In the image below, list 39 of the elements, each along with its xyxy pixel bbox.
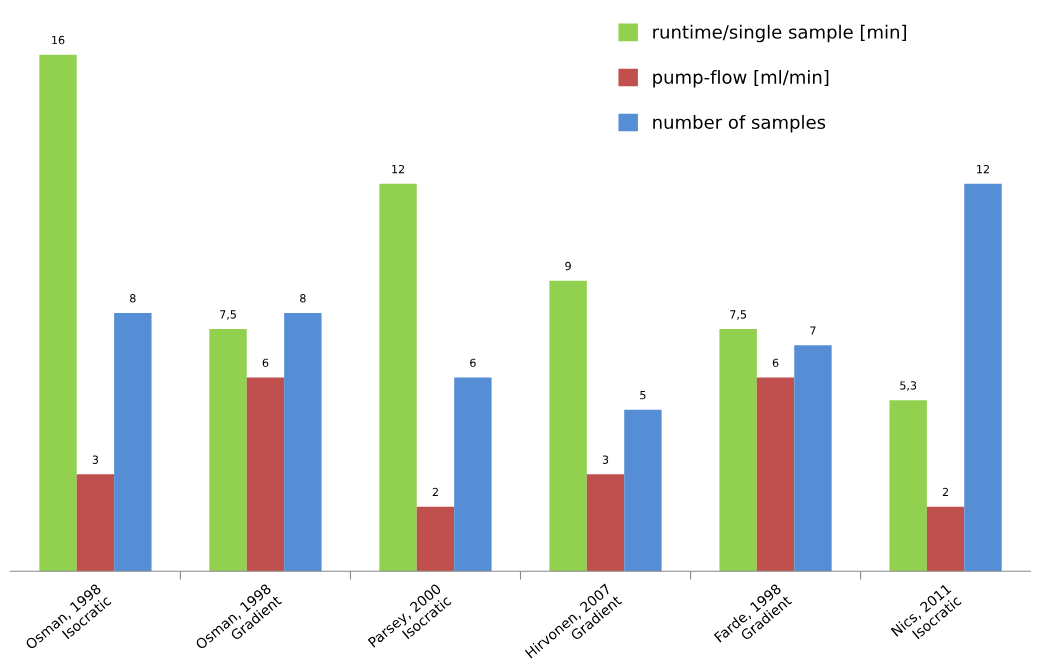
bar [549, 280, 587, 572]
bar [379, 183, 417, 572]
legend-label: runtime/single sample [min] [653, 24, 906, 43]
bar [416, 506, 455, 572]
data-label: 12 [392, 164, 405, 174]
bar [719, 329, 757, 572]
bar [586, 474, 625, 572]
bar [209, 329, 247, 572]
bar [114, 312, 152, 572]
data-label: 7,5 [730, 310, 746, 320]
bar [284, 312, 322, 572]
bar [76, 474, 115, 572]
data-label: 6 [772, 358, 779, 368]
bar [794, 345, 832, 572]
data-label: 16 [52, 35, 65, 45]
data-label: 5,3 [900, 381, 917, 391]
bar [246, 377, 285, 572]
bar [964, 183, 1002, 572]
data-label: 7 [810, 326, 816, 335]
data-label: 7,5 [220, 310, 236, 320]
data-label: 3 [92, 455, 99, 464]
bar [624, 409, 662, 572]
data-label: 3 [602, 455, 609, 464]
data-label: 2 [432, 487, 438, 496]
bar [39, 54, 77, 572]
data-label: 8 [130, 294, 136, 303]
data-label: 12 [977, 164, 989, 174]
data-label: 6 [262, 358, 269, 368]
data-label: 2 [942, 487, 948, 496]
bar [756, 377, 795, 572]
data-label: 9 [565, 261, 571, 271]
bar [889, 400, 927, 572]
data-label: 8 [300, 294, 306, 303]
legend-label: pump-flow [ml/min] [653, 69, 829, 88]
bar [926, 506, 965, 572]
legend-label: number of samples [653, 115, 826, 133]
data-label: 5 [640, 391, 646, 400]
data-label: 6 [470, 358, 476, 368]
bar [454, 377, 492, 572]
